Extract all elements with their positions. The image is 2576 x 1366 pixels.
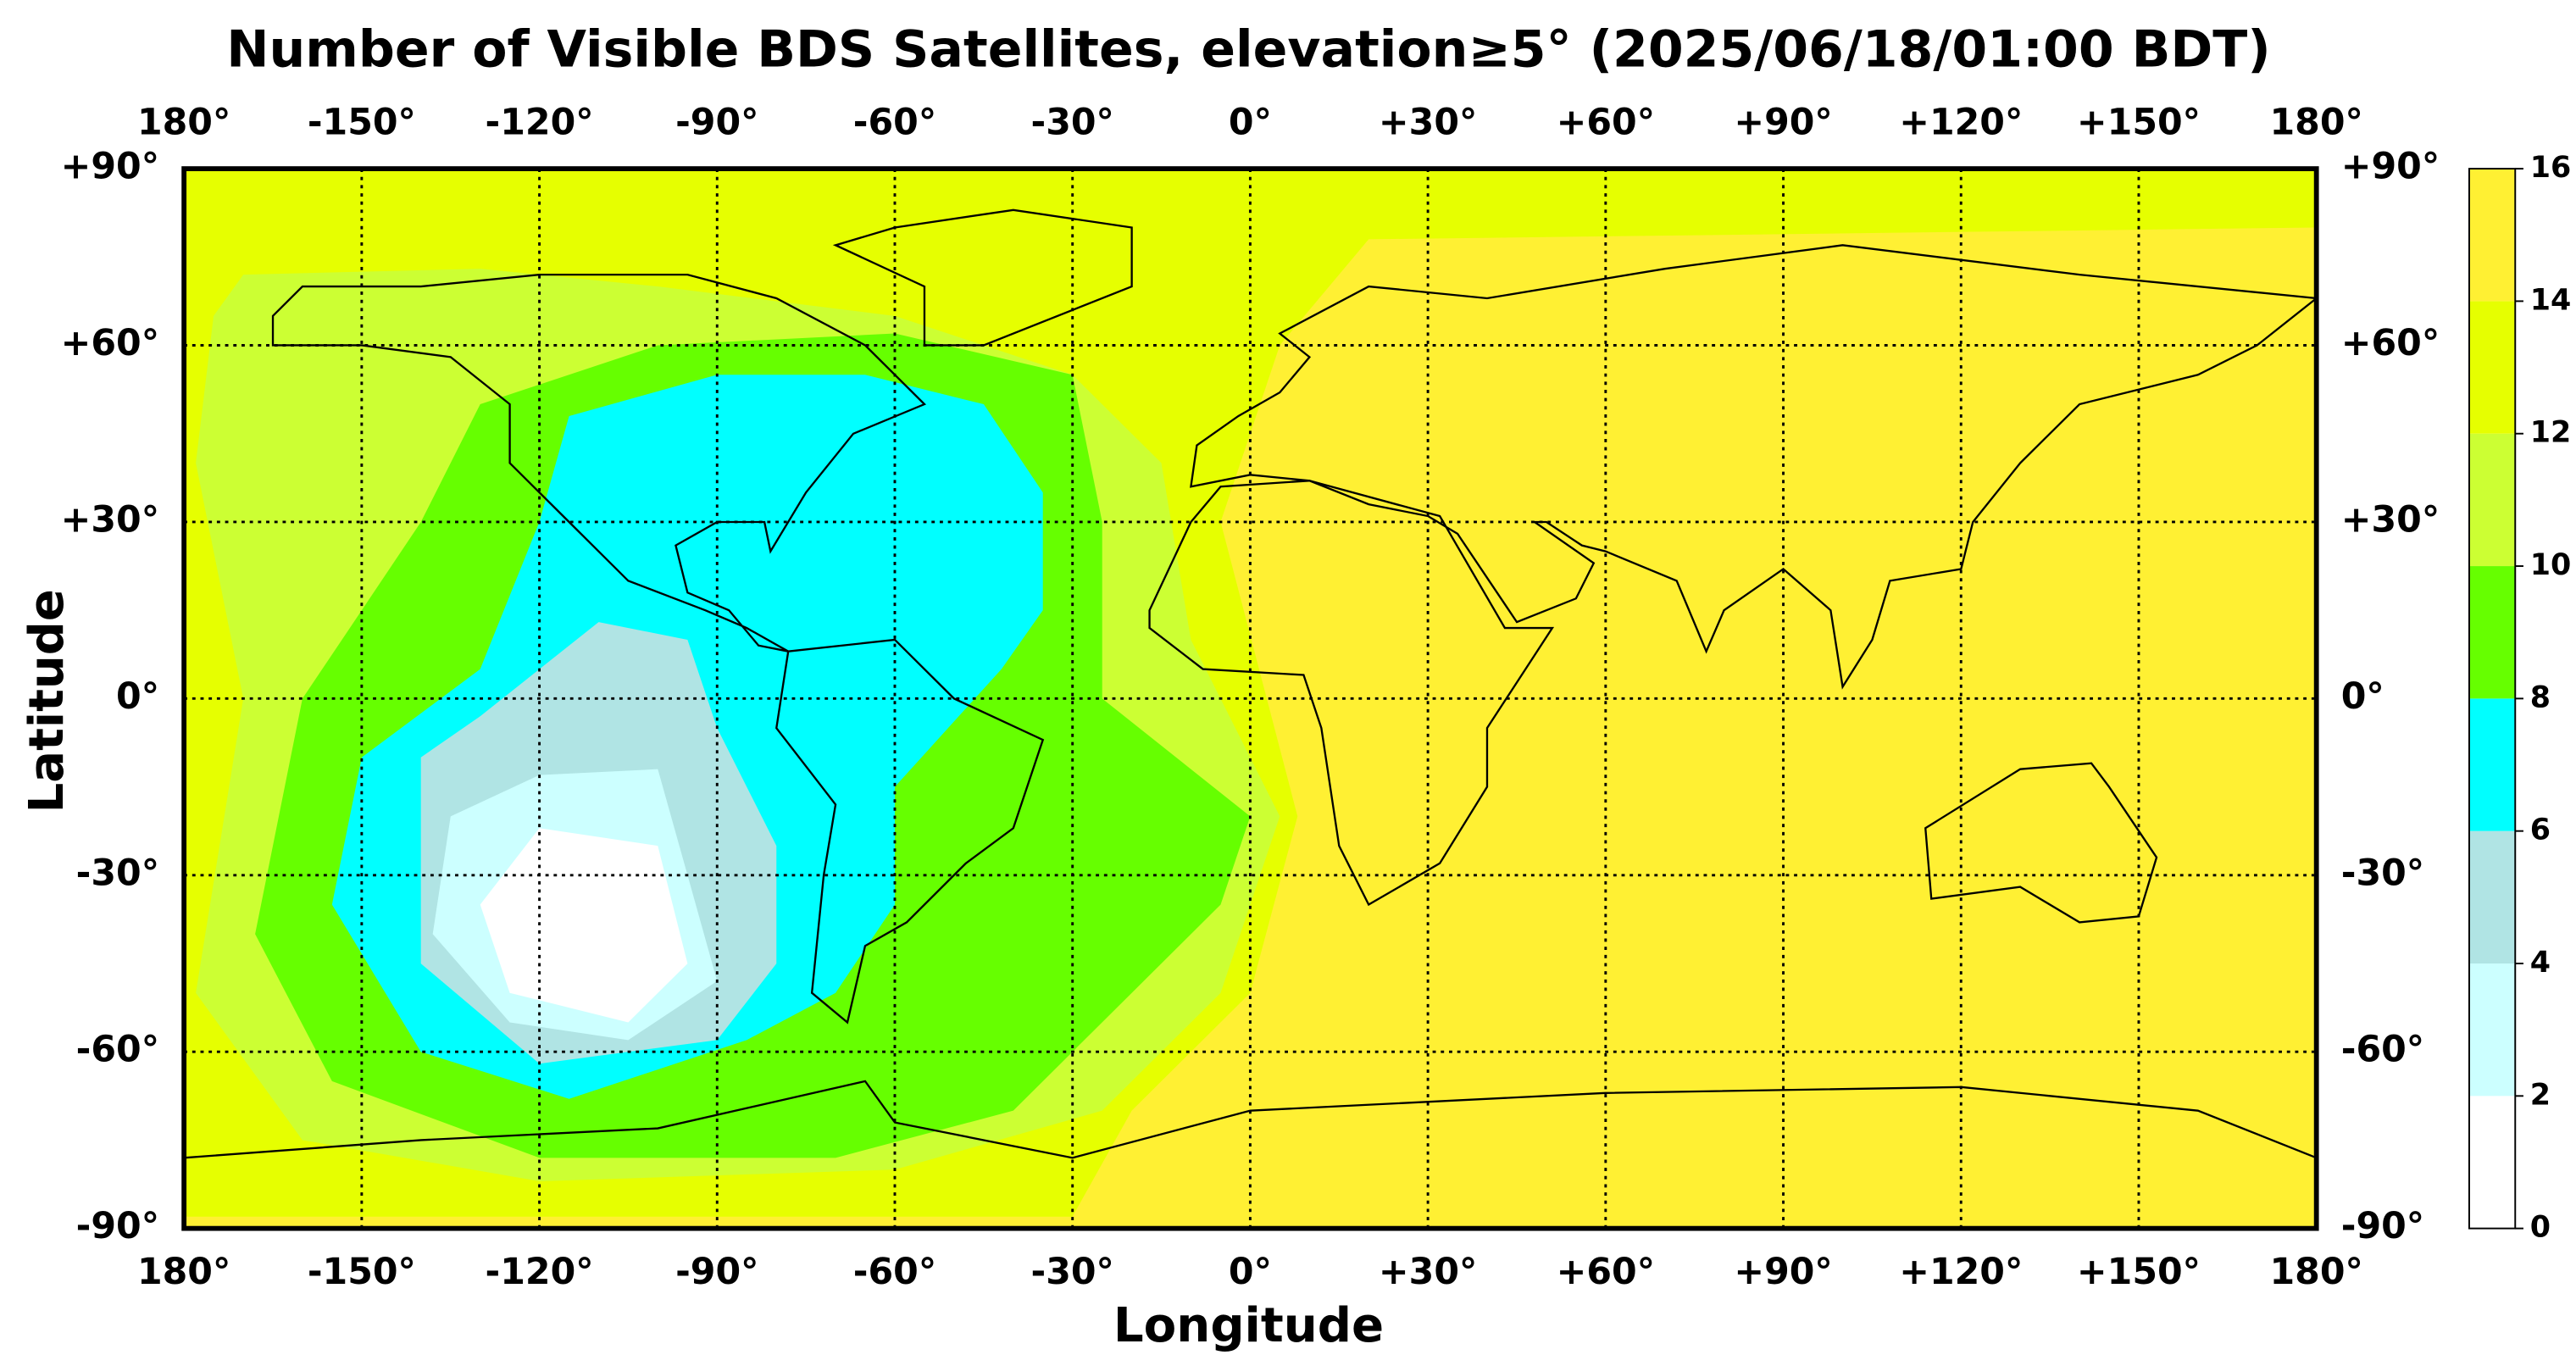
y-tick-label: +60° (2341, 322, 2440, 364)
x-tick-label: +60° (1557, 1251, 1655, 1293)
colorbar-tick-label: 8 (2530, 680, 2551, 714)
coastline (1190, 244, 2319, 690)
x-tick-label: +30° (1379, 101, 1477, 143)
colorbar-segment (2468, 566, 2516, 699)
colorbar-tick-label: 10 (2530, 548, 2572, 582)
colorbar-frame (2468, 168, 2517, 1230)
chart-title: Number of Visible BDS Satellites, elevat… (226, 20, 2271, 80)
x-tick-label: -120° (486, 101, 594, 143)
y-tick-label: -60° (76, 1029, 159, 1071)
coverage-region (480, 828, 688, 1023)
colorbar-segment (2468, 433, 2516, 567)
y-tick-label: +30° (2341, 498, 2440, 541)
y-tick-label: +30° (61, 498, 159, 541)
coastline (775, 638, 1045, 1024)
x-tick-label: +90° (1734, 1251, 1832, 1293)
coastline (1148, 480, 1555, 907)
x-tick-label: +90° (1734, 101, 1832, 143)
x-tick-label: +150° (2077, 1251, 2201, 1293)
coastline (832, 208, 1133, 347)
x-tick-label: 180° (137, 101, 230, 143)
x-tick-label: +120° (1899, 1251, 2023, 1293)
colorbar-tick-label: 6 (2530, 813, 2551, 847)
x-tick-label: -150° (308, 1251, 416, 1293)
x-tick-label: 180° (2270, 1251, 2363, 1293)
x-tick-label: -90° (675, 1251, 758, 1293)
y-tick-label: 0° (2341, 675, 2384, 718)
colorbar-tick-label: 0 (2530, 1211, 2551, 1245)
x-axis-label: Longitude (1113, 1298, 1384, 1353)
x-tick-label: -120° (486, 1251, 594, 1293)
y-tick-label: 0° (116, 675, 159, 718)
y-tick-label: +60° (61, 322, 159, 364)
colorbar-tick-label: 2 (2530, 1078, 2551, 1112)
x-tick-label: -90° (675, 101, 758, 143)
colorbar-tick-label: 4 (2530, 946, 2551, 980)
x-tick-label: -60° (853, 1251, 936, 1293)
coastline (1924, 762, 2158, 924)
y-tick-label: +90° (61, 146, 159, 188)
colorbar-segment (2468, 169, 2516, 302)
colorbar-segment (2468, 830, 2516, 964)
colorbar-tick-label: 16 (2530, 151, 2572, 185)
y-tick-label: -90° (76, 1205, 159, 1247)
x-tick-label: 0° (1229, 101, 1272, 143)
x-tick-label: 180° (137, 1251, 230, 1293)
y-tick-label: -30° (2341, 852, 2424, 894)
coastline (271, 273, 927, 652)
map-frame (181, 166, 2319, 1231)
x-tick-label: +60° (1557, 101, 1655, 143)
x-tick-label: -30° (1031, 1251, 1114, 1293)
x-tick-label: -150° (308, 101, 416, 143)
y-axis-label: Latitude (19, 589, 75, 813)
x-tick-label: -30° (1031, 101, 1114, 143)
x-tick-label: +150° (2077, 101, 2201, 143)
x-tick-label: -60° (853, 101, 936, 143)
y-tick-label: -30° (76, 852, 159, 894)
colorbar-segment (2468, 1096, 2516, 1229)
coastline (184, 1080, 2318, 1159)
colorbar-tick-label: 14 (2530, 283, 2572, 317)
colorbar-segment (2468, 698, 2516, 831)
x-tick-label: 180° (2270, 101, 2363, 143)
y-tick-label: -60° (2341, 1029, 2424, 1071)
colorbar-segment (2468, 301, 2516, 434)
colorbar-tick-label: 12 (2530, 416, 2572, 450)
y-tick-label: -90° (2341, 1205, 2424, 1247)
x-tick-label: 0° (1229, 1251, 1272, 1293)
colorbar-segment (2468, 963, 2516, 1097)
x-tick-label: +120° (1899, 101, 2023, 143)
x-tick-label: +30° (1379, 1251, 1477, 1293)
y-tick-label: +90° (2341, 146, 2440, 188)
